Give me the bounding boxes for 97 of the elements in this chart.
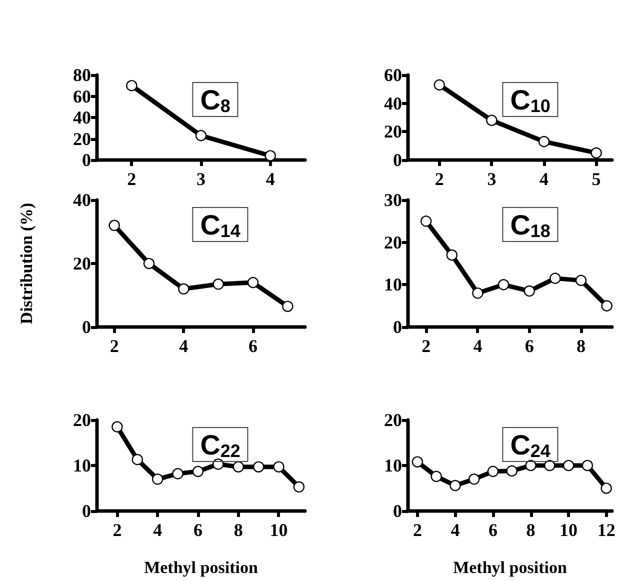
y-tick-label: 0 bbox=[82, 501, 91, 521]
y-tick-label: 0 bbox=[82, 150, 91, 170]
y-axis-title: Distribution (%) bbox=[17, 202, 36, 324]
point bbox=[486, 114, 498, 126]
y-tick-label: 60 bbox=[73, 86, 91, 106]
point bbox=[108, 220, 120, 231]
point bbox=[434, 79, 445, 91]
point bbox=[264, 150, 276, 162]
y-tick-label: 20 bbox=[73, 254, 91, 274]
point bbox=[420, 216, 432, 227]
y-tick-label: 20 bbox=[384, 410, 402, 430]
point bbox=[468, 474, 480, 485]
x-tick-label: 4 bbox=[540, 169, 548, 189]
x-tick-label: 6 bbox=[193, 520, 202, 540]
point bbox=[582, 460, 594, 472]
point bbox=[550, 272, 561, 284]
point bbox=[601, 300, 612, 312]
x-tick-label: 3 bbox=[196, 169, 206, 189]
x-axis-title: Methyl position bbox=[144, 558, 258, 577]
point bbox=[172, 468, 184, 480]
y-tick-label: 0 bbox=[393, 501, 402, 521]
chart-title: C14 bbox=[200, 210, 240, 241]
y-tick-label: 40 bbox=[73, 108, 91, 128]
x-tick-label: 6 bbox=[248, 336, 258, 356]
y-tick-label: 20 bbox=[384, 122, 402, 142]
x-tick-label: 8 bbox=[526, 520, 536, 540]
x-axis-title: Methyl position bbox=[453, 558, 568, 577]
x-tick-label: 2 bbox=[422, 336, 431, 356]
x-tick-label: 2 bbox=[110, 336, 119, 356]
x-tick-label: 4 bbox=[450, 520, 460, 540]
y-tick-label: 20 bbox=[73, 410, 91, 430]
point bbox=[192, 466, 204, 478]
y-tick-label: 0 bbox=[393, 150, 402, 170]
point bbox=[498, 279, 510, 290]
chart-title: C18 bbox=[510, 210, 550, 241]
point bbox=[590, 147, 602, 159]
point bbox=[112, 421, 123, 432]
x-tick-label: 5 bbox=[592, 169, 601, 189]
point bbox=[472, 288, 484, 299]
x-tick-label: 8 bbox=[234, 520, 243, 540]
y-tick-label: 20 bbox=[384, 232, 402, 252]
point bbox=[195, 130, 207, 142]
point bbox=[562, 460, 574, 472]
point bbox=[282, 300, 294, 312]
y-tick-label: 40 bbox=[384, 93, 402, 114]
x-tick-label: 4 bbox=[153, 520, 162, 540]
x-tick-label: 2 bbox=[112, 520, 122, 540]
point bbox=[132, 454, 143, 466]
chart-title: C8 bbox=[200, 84, 230, 116]
x-tick-label: 4 bbox=[179, 336, 188, 356]
point bbox=[450, 480, 461, 492]
x-tick-label: 2 bbox=[434, 169, 444, 189]
point bbox=[232, 461, 244, 472]
x-tick-label: 4 bbox=[266, 169, 275, 189]
point bbox=[412, 456, 424, 468]
y-tick-label: 0 bbox=[393, 317, 402, 337]
y-tick-label: 20 bbox=[73, 128, 91, 149]
point bbox=[178, 283, 190, 294]
point bbox=[212, 278, 224, 290]
point bbox=[143, 258, 155, 270]
y-tick-label: 10 bbox=[384, 274, 402, 295]
chart-title: C10 bbox=[510, 84, 550, 116]
y-tick-label: 80 bbox=[73, 65, 91, 85]
x-tick-label: 10 bbox=[560, 520, 578, 540]
point bbox=[273, 461, 284, 472]
x-tick-label: 10 bbox=[270, 520, 288, 540]
chart-title: C22 bbox=[200, 430, 240, 461]
chart-title: C24 bbox=[510, 430, 550, 461]
y-tick-label: 0 bbox=[82, 317, 91, 337]
x-tick-label: 3 bbox=[487, 169, 496, 189]
x-tick-label: 2 bbox=[412, 520, 422, 540]
point bbox=[538, 136, 550, 148]
point bbox=[525, 460, 536, 472]
point bbox=[600, 482, 612, 494]
point bbox=[252, 461, 264, 472]
point bbox=[126, 80, 138, 92]
y-tick-label: 10 bbox=[73, 456, 91, 476]
point bbox=[446, 249, 458, 261]
x-tick-label: 2 bbox=[127, 169, 136, 189]
y-tick-label: 10 bbox=[384, 456, 402, 476]
point bbox=[487, 466, 499, 478]
x-tick-label: 6 bbox=[488, 520, 498, 540]
point bbox=[506, 465, 518, 477]
point bbox=[575, 274, 587, 286]
point bbox=[544, 460, 556, 472]
x-tick-label: 8 bbox=[576, 336, 586, 356]
point bbox=[430, 470, 442, 482]
y-tick-label: 40 bbox=[73, 190, 91, 210]
point bbox=[152, 474, 164, 485]
point bbox=[524, 285, 535, 297]
point bbox=[293, 481, 305, 492]
y-tick-label: 60 bbox=[384, 65, 402, 85]
x-tick-label: 4 bbox=[473, 336, 482, 356]
point bbox=[247, 276, 259, 288]
y-tick-label: 30 bbox=[384, 190, 402, 210]
x-tick-label: 12 bbox=[597, 520, 616, 540]
x-tick-label: 6 bbox=[524, 336, 534, 356]
